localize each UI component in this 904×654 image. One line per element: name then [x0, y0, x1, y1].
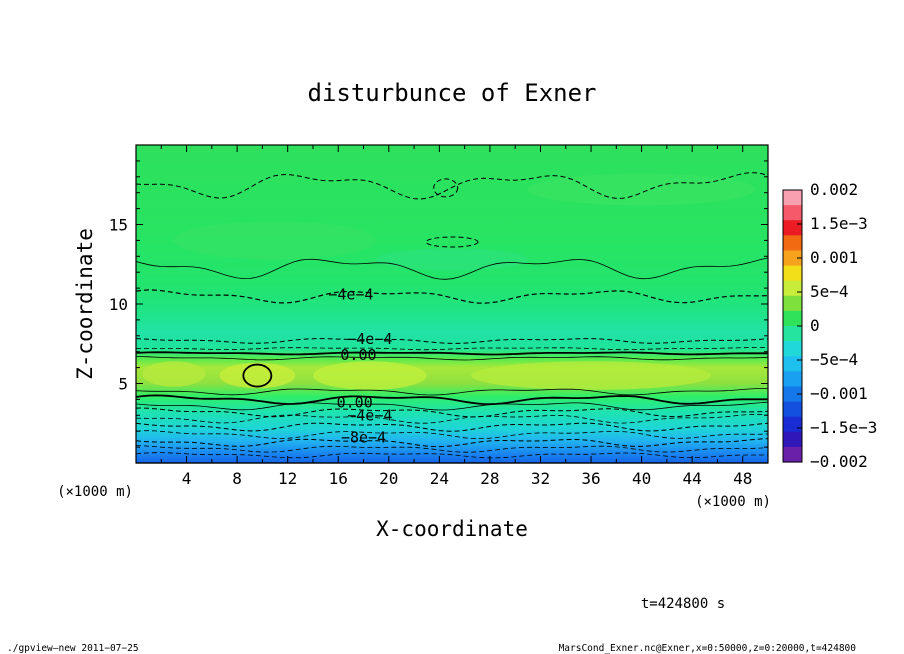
contour-line [136, 172, 768, 200]
x-tick-label: 36 [581, 469, 600, 488]
y-axis: 5 10 15 [109, 160, 768, 448]
timestamp-label: t=424800 s [641, 596, 725, 612]
contour-line [136, 257, 768, 280]
contour-loop [242, 363, 273, 388]
contour-label: −8e−4 [341, 429, 386, 447]
field-feature [219, 362, 296, 389]
colorbar-segment [783, 371, 802, 388]
colorbar-segment [783, 190, 802, 206]
field-feature [376, 248, 528, 271]
contour-loop [433, 178, 459, 198]
y-tick-label: 10 [109, 295, 128, 314]
colorbar-segment [783, 280, 802, 297]
contour-line [136, 388, 768, 396]
contour-line [136, 351, 768, 356]
colorbar-tick-label: −5e−4 [810, 350, 858, 369]
y-axis-title: Z-coordinate [73, 228, 97, 380]
contour-line [136, 289, 768, 304]
colorbar: 0.002 1.5e−3 0.001 5e−4 0 −5e−4 −0.001 −1.5e−3 −… [782, 180, 877, 471]
colorbar-segment [783, 295, 802, 312]
colorbar-segment [783, 401, 802, 418]
x-tick-label: 44 [683, 469, 702, 488]
contour-label: −4e−4 [347, 406, 392, 424]
x-tick-label: 48 [733, 469, 752, 488]
plot-area [136, 145, 768, 463]
x-tick-label: 4 [182, 469, 192, 488]
colorbar-tick-label: −1.5e−3 [810, 418, 877, 437]
contour-line [136, 422, 768, 432]
footer-left: ./gpview—new 2011−07−25 [7, 643, 139, 654]
contour-loop [425, 236, 479, 248]
colorbar-segment [783, 341, 802, 357]
x-tick-label: 16 [329, 469, 348, 488]
colorbar-segment [783, 265, 802, 282]
contour-line [136, 338, 768, 344]
x-tick-label: 8 [232, 469, 242, 488]
x-tick-label: 28 [480, 469, 499, 488]
x-tick-label: 40 [632, 469, 651, 488]
colorbar-segment [783, 205, 802, 221]
footer-right: MarsCond_Exner.nc@Exner,x=0:50000,z=0:20… [559, 643, 857, 654]
colorbar-segment [783, 416, 802, 433]
colorbar-tick-label: −0.001 [810, 384, 868, 403]
contour-label: −4e−4 [347, 330, 392, 348]
contour-line [136, 347, 768, 351]
contour-label: 0.00 [340, 346, 376, 364]
x-tick-label: 20 [379, 469, 398, 488]
y-unit-label: (×1000 m) [57, 484, 133, 500]
contour-line [136, 452, 768, 459]
contour-line [136, 401, 768, 411]
x-axis-title: X-coordinate [376, 517, 528, 541]
x-tick-label: 32 [531, 469, 550, 488]
colorbar-segment [783, 431, 802, 448]
colorbar-tick-label: −0.002 [810, 452, 868, 471]
colorbar-tick-label: 0.002 [810, 180, 858, 199]
y-tick-label: 5 [118, 375, 128, 394]
contour-lines [136, 172, 768, 459]
contour-line [136, 438, 768, 448]
contour-line [136, 445, 768, 453]
field-feature [312, 361, 427, 390]
colorbar-tick-label: 5e−4 [810, 282, 849, 301]
colorbar-segment [783, 356, 802, 372]
field-feature [173, 221, 377, 260]
colorbar-segment [783, 446, 802, 463]
x-tick-label: 12 [278, 469, 297, 488]
colorbar-segment [783, 386, 802, 403]
x-tick-label: 24 [430, 469, 449, 488]
field-feature [470, 361, 712, 390]
colorbar-tick-label: 0.001 [810, 248, 858, 267]
x-axis: 4 8 12 16 20 24 28 32 36 40 44 48 [136, 145, 769, 488]
colorbar-tick-label: 0 [810, 316, 820, 335]
contour-label: 0.00 [337, 394, 373, 412]
colorbar-segment [783, 220, 802, 236]
colorbar-segment [783, 250, 802, 267]
colorbar-tick-label: 1.5e−3 [810, 214, 868, 233]
contour-label: −4e−4 [328, 285, 373, 303]
contour-line [136, 407, 768, 418]
field-features [142, 173, 756, 390]
field-feature [142, 361, 206, 387]
colorbar-segment [783, 326, 802, 342]
colorbar-segment [783, 310, 802, 327]
colorbar-segment [783, 235, 802, 252]
field-feature [527, 173, 756, 206]
contour-line [136, 430, 768, 439]
contour-line [136, 413, 768, 424]
contour-line [136, 394, 768, 406]
contour-labels: −4e−4−4e−40.000.00−4e−4−8e−4 [328, 285, 392, 446]
chart-title: disturbunce of Exner [308, 79, 597, 107]
contour-line [136, 356, 768, 361]
x-unit-label: (×1000 m) [695, 494, 771, 510]
y-tick-label: 15 [109, 216, 128, 235]
